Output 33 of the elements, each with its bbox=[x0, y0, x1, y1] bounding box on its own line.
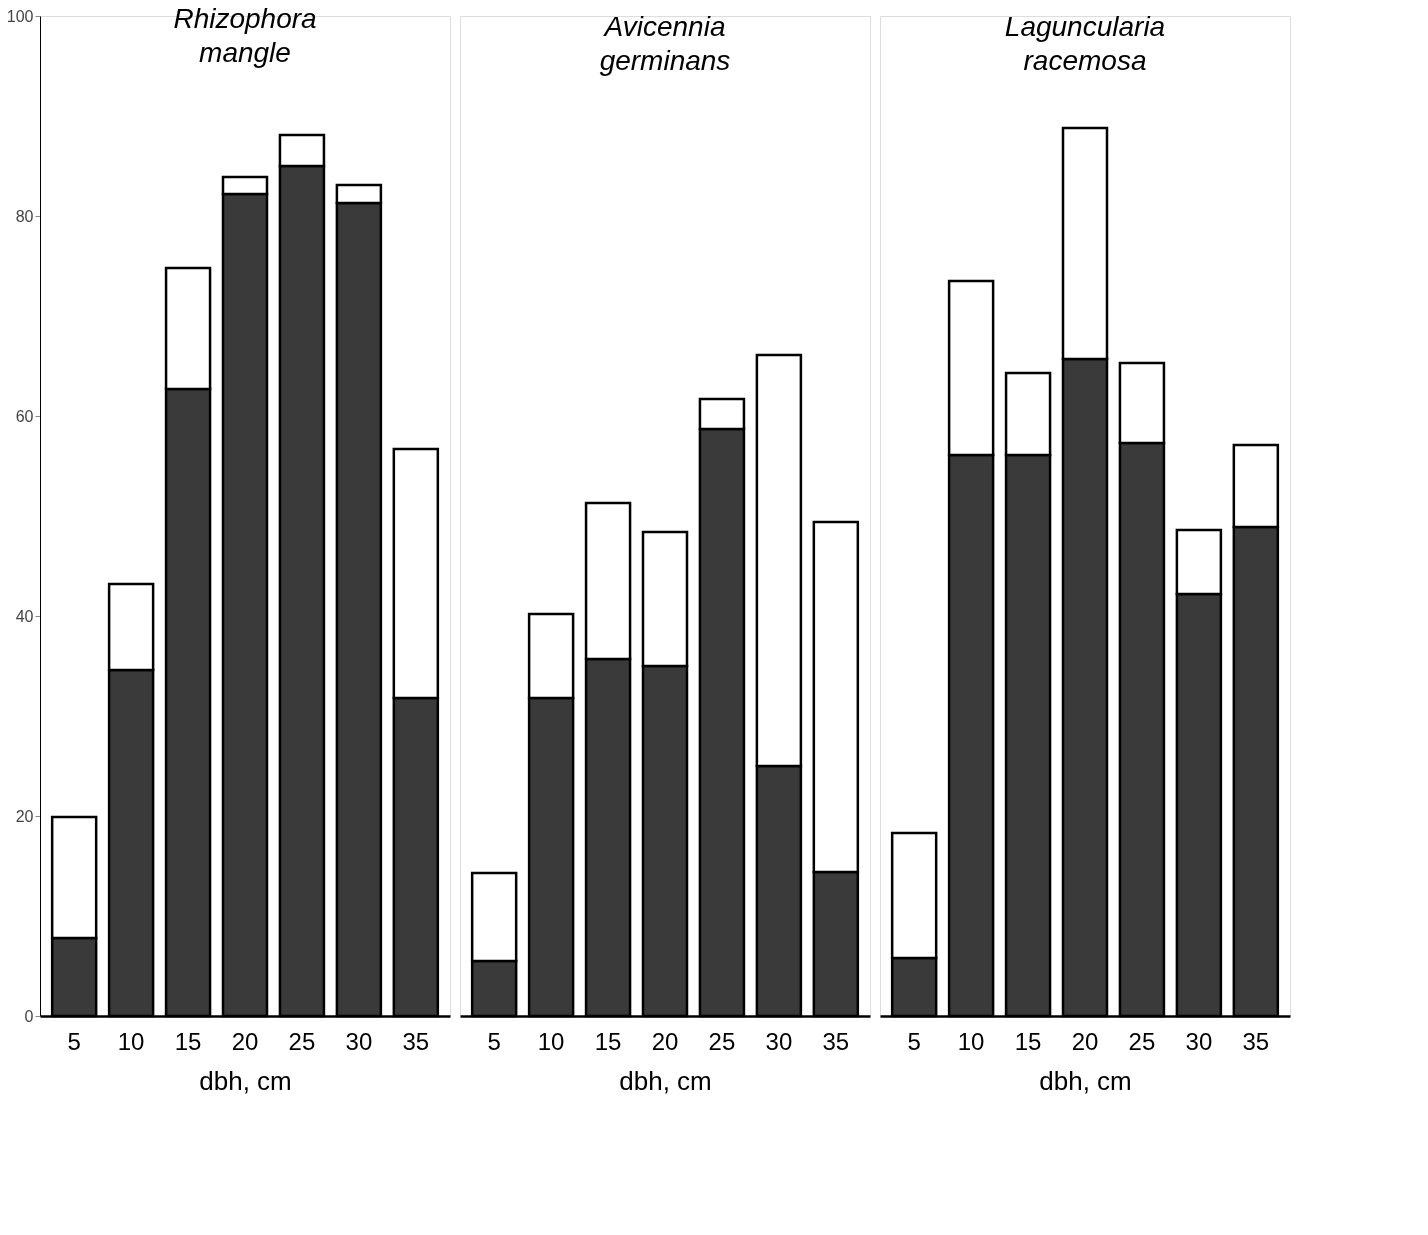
x-tick-label: 5 bbox=[67, 1027, 81, 1055]
y-tick-label: 60 bbox=[15, 407, 34, 425]
x-axis-title: dbh, cm bbox=[619, 1065, 712, 1096]
x-axis-title: dbh, cm bbox=[1039, 1065, 1132, 1096]
x-tick-label: 10 bbox=[117, 1027, 145, 1055]
x-tick-label: 35 bbox=[822, 1027, 850, 1055]
x-tick-label: 10 bbox=[957, 1027, 985, 1055]
y-tick-label: 100 bbox=[6, 7, 34, 25]
x-tick-label: 25 bbox=[708, 1027, 736, 1055]
x-tick-label: 20 bbox=[1071, 1027, 1099, 1055]
x-tick-label: 20 bbox=[651, 1027, 679, 1055]
x-tick-label: 15 bbox=[1014, 1027, 1042, 1055]
x-tick-label: 25 bbox=[1128, 1027, 1156, 1055]
chart-title: Avicennia germinans bbox=[599, 11, 731, 76]
x-tick-label: 20 bbox=[231, 1027, 259, 1055]
x-tick-label: 5 bbox=[907, 1027, 921, 1055]
x-tick-label: 30 bbox=[765, 1027, 793, 1055]
x-tick-label: 10 bbox=[537, 1027, 565, 1055]
x-tick-label: 5 bbox=[487, 1027, 501, 1055]
x-tick-label: 30 bbox=[345, 1027, 373, 1055]
x-tick-label: 35 bbox=[1242, 1027, 1270, 1055]
x-tick-label: 25 bbox=[288, 1027, 316, 1055]
chart-title: Laguncularia racemosa bbox=[1004, 11, 1166, 76]
chart-title: Rhizophora mangle bbox=[173, 3, 317, 68]
x-tick-label: 35 bbox=[402, 1027, 430, 1055]
x-axis-title: dbh, cm bbox=[199, 1065, 292, 1096]
x-tick-label: 30 bbox=[1185, 1027, 1213, 1055]
y-tick-label: 40 bbox=[15, 607, 34, 625]
y-tick-label: 80 bbox=[15, 207, 34, 225]
y-tick-label: 0 bbox=[24, 1007, 34, 1025]
y-tick-label: 20 bbox=[15, 807, 34, 825]
x-tick-label: 15 bbox=[594, 1027, 622, 1055]
x-tick-label: 15 bbox=[174, 1027, 202, 1055]
